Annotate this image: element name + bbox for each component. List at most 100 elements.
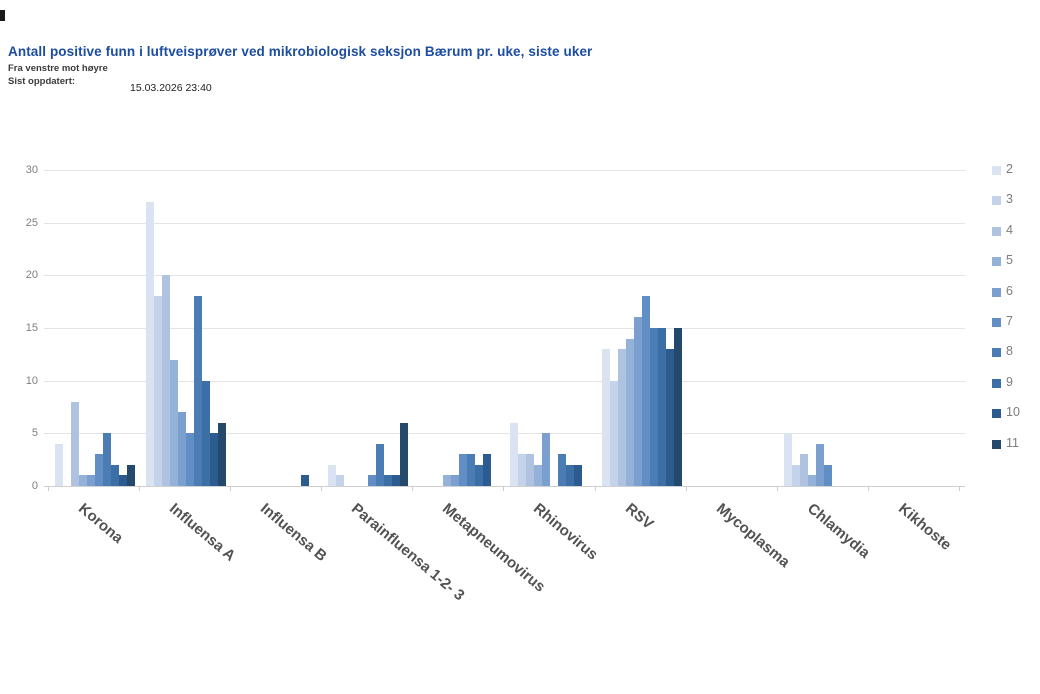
legend-item-week-2[interactable]: 2 — [992, 162, 1034, 178]
bar-rsv-week-4[interactable] — [617, 349, 626, 486]
bar-influensa-a-week-7[interactable] — [185, 433, 194, 486]
bar-rsv-week-9[interactable] — [657, 328, 666, 486]
bar-korona-week-6[interactable] — [86, 475, 95, 486]
bar-parainfluensa-1-2-3-week-3[interactable] — [336, 475, 345, 486]
bar-metapneumovirus-week-5[interactable] — [443, 475, 452, 486]
legend-item-week-5[interactable]: 5 — [992, 253, 1034, 269]
bar-rhinovirus-week-5[interactable] — [534, 465, 543, 486]
bar-rsv-week-3[interactable] — [609, 381, 618, 486]
x-axis-tick — [685, 486, 687, 491]
bar-chlamydia-week-7[interactable] — [823, 465, 832, 486]
legend-swatch-week-4 — [992, 226, 1001, 236]
bar-korona-week-10[interactable] — [118, 475, 127, 486]
bar-metapneumovirus-week-6[interactable] — [451, 475, 460, 486]
legend-item-week-9[interactable]: 9 — [992, 375, 1034, 391]
y-axis-label-20: 20 — [25, 269, 38, 282]
y-axis-label-10: 10 — [25, 374, 38, 387]
bar-influensa-a-week-5[interactable] — [169, 360, 178, 486]
bar-rhinovirus-week-10[interactable] — [574, 465, 583, 486]
legend-item-week-11[interactable]: 11 — [992, 436, 1034, 452]
gridline-5 — [44, 433, 965, 435]
bar-rsv-week-7[interactable] — [641, 296, 650, 486]
legend-label-week-2: 2 — [1006, 162, 1013, 176]
bar-parainfluensa-1-2-3-week-10[interactable] — [392, 475, 401, 486]
bar-rsv-week-2[interactable] — [601, 349, 610, 486]
bar-rsv-week-6[interactable] — [633, 317, 642, 486]
x-axis-tick — [959, 486, 961, 491]
bar-parainfluensa-1-2-3-week-8[interactable] — [376, 444, 385, 486]
bar-influensa-a-week-3[interactable] — [153, 296, 162, 486]
legend-item-week-6[interactable]: 6 — [992, 284, 1034, 300]
bar-korona-week-7[interactable] — [94, 454, 103, 486]
bar-korona-week-9[interactable] — [110, 465, 119, 486]
bar-chlamydia-week-4[interactable] — [799, 454, 808, 486]
gridline-30 — [44, 170, 965, 171]
bar-parainfluensa-1-2-3-week-11[interactable] — [400, 423, 409, 486]
legend-item-week-3[interactable]: 3 — [992, 192, 1034, 208]
bar-rhinovirus-week-6[interactable] — [542, 433, 551, 486]
bar-chlamydia-week-5[interactable] — [807, 475, 816, 486]
bar-korona-week-8[interactable] — [102, 433, 111, 486]
last-updated-value: 15.03.2026 23:40 — [130, 82, 212, 94]
legend-item-week-8[interactable]: 8 — [992, 344, 1034, 360]
bar-rhinovirus-week-9[interactable] — [566, 465, 575, 486]
bar-rhinovirus-week-8[interactable] — [558, 454, 567, 486]
category-label-chlamydia: Chlamydia — [803, 500, 874, 562]
legend-item-week-7[interactable]: 7 — [992, 314, 1034, 330]
legend-swatch-week-8 — [992, 348, 1001, 358]
legend-swatch-week-6 — [992, 287, 1001, 297]
bar-metapneumovirus-week-10[interactable] — [483, 454, 492, 486]
last-updated-row: Sist oppdatert: 15.03.2026 23:40 — [8, 76, 908, 94]
legend-item-week-10[interactable]: 10 — [992, 405, 1034, 421]
bar-rsv-week-10[interactable] — [665, 349, 674, 486]
bar-rhinovirus-week-2[interactable] — [510, 423, 519, 486]
category-label-mycoplasma: Mycoplasma — [712, 500, 793, 571]
bar-rsv-week-5[interactable] — [625, 339, 634, 486]
bar-korona-week-2[interactable] — [54, 444, 63, 486]
legend-swatch-week-9 — [992, 378, 1001, 388]
legend-label-week-10: 10 — [1006, 405, 1020, 420]
bar-rsv-week-11[interactable] — [673, 328, 682, 486]
bar-influensa-a-week-8[interactable] — [193, 296, 202, 486]
bar-korona-week-4[interactable] — [70, 402, 79, 486]
legend-label-week-5: 5 — [1006, 253, 1013, 268]
category-label-influensa-b: Influensa B — [257, 500, 330, 565]
bar-korona-week-11[interactable] — [126, 465, 135, 486]
bar-chlamydia-week-3[interactable] — [791, 465, 800, 486]
bar-metapneumovirus-week-9[interactable] — [475, 465, 484, 486]
bar-chlamydia-week-2[interactable] — [783, 433, 792, 486]
chart-subtitle: Fra venstre mot høyre — [8, 63, 108, 74]
bar-influensa-b-week-10[interactable] — [301, 475, 309, 486]
bar-influensa-a-week-9[interactable] — [201, 381, 210, 486]
x-axis-tick — [412, 486, 414, 491]
legend-swatch-week-3 — [992, 196, 1001, 206]
x-axis-tick — [868, 486, 870, 491]
bar-parainfluensa-1-2-3-week-9[interactable] — [384, 475, 393, 486]
legend-label-week-8: 8 — [1006, 344, 1013, 359]
category-label-influensa-a: Influensa A — [165, 500, 239, 565]
legend-swatch-week-5 — [992, 257, 1001, 267]
bar-rsv-week-8[interactable] — [649, 328, 658, 486]
bar-parainfluensa-1-2-3-week-7[interactable] — [368, 475, 377, 486]
bar-influensa-a-week-11[interactable] — [217, 423, 226, 486]
bar-influensa-a-week-2[interactable] — [145, 202, 154, 486]
gridline-20 — [44, 275, 965, 277]
bar-influensa-a-week-4[interactable] — [161, 275, 170, 486]
bar-rhinovirus-week-4[interactable] — [526, 454, 535, 486]
legend-swatch-week-2 — [992, 166, 1001, 175]
bar-parainfluensa-1-2-3-week-2[interactable] — [328, 465, 337, 486]
x-axis-tick — [503, 486, 505, 491]
legend-label-week-4: 4 — [1006, 222, 1013, 237]
bar-influensa-a-week-6[interactable] — [177, 412, 186, 486]
bar-korona-week-5[interactable] — [78, 475, 87, 486]
y-axis-label-30: 30 — [25, 164, 38, 176]
bar-metapneumovirus-week-8[interactable] — [467, 454, 476, 486]
bar-influensa-a-week-10[interactable] — [209, 433, 218, 486]
legend-item-week-4[interactable]: 4 — [992, 222, 1034, 239]
x-axis-tick — [776, 486, 778, 491]
bar-metapneumovirus-week-7[interactable] — [459, 454, 468, 486]
chart-header: Antall positive funn i luftveisprøver ve… — [8, 44, 908, 94]
bar-rhinovirus-week-3[interactable] — [518, 454, 527, 486]
bar-chlamydia-week-6[interactable] — [815, 444, 824, 486]
